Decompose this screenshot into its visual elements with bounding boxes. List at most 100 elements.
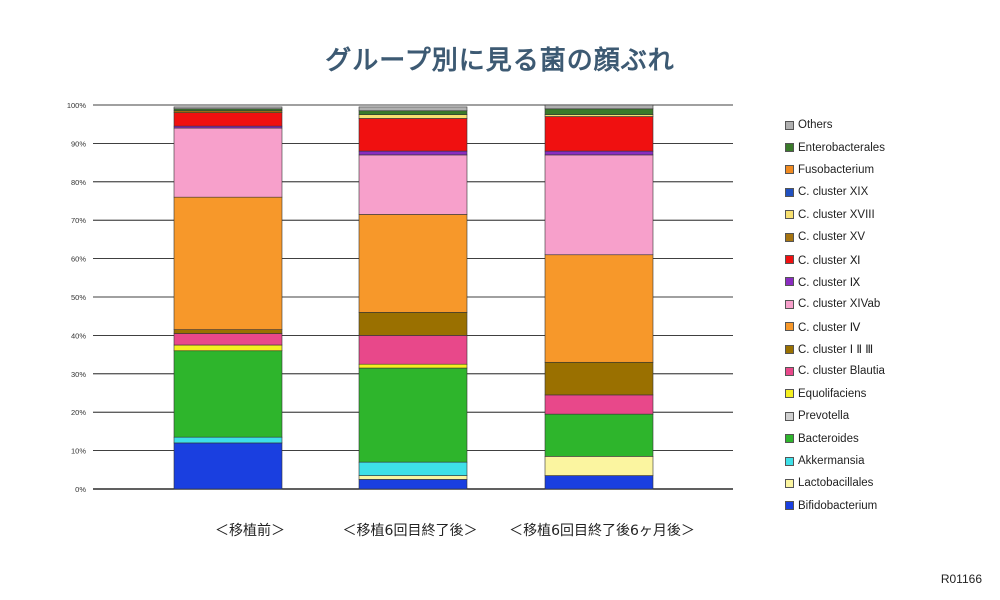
bar-segment [358,367,468,463]
legend-label: C. cluster XIX [798,186,869,199]
bar-segment [544,154,654,256]
legend-item: Bifidobacterium [785,495,985,517]
legend-label: Prevotella [798,410,850,423]
bar-segment [173,106,283,110]
legend-item: C. cluster XVIII [785,204,985,226]
legend-swatch [785,389,794,399]
legend-swatch [785,210,794,220]
bar-segment [173,127,283,198]
legend-label: C. cluster Ⅺ [798,254,861,267]
y-tick-label: 40% [71,331,86,340]
legend-item: Fusobacterium [785,159,985,181]
y-tick-label: 30% [71,370,86,379]
legend-swatch [785,277,794,287]
bar-segment [544,456,654,476]
chart-title: グループ別に見る菌の顔ぶれ [325,46,675,76]
legend-swatch [785,143,794,153]
bar-segment [358,106,468,112]
bar-segment [544,475,654,490]
legend-label: Lactobacillales [798,477,874,490]
legend-swatch [785,187,794,197]
legend-item: C. cluster XV [785,226,985,248]
bar-segment [358,363,468,369]
legend-item: Enterobacterales [785,136,985,158]
legend-swatch [785,232,794,242]
legend-swatch [785,120,794,130]
bar-segment [544,254,654,363]
bar-segment [544,150,654,156]
legend-swatch [785,366,794,376]
legend-item: Equolifaciens [785,383,985,405]
legend-item: C. cluster Blautia [785,360,985,382]
legend-swatch [785,299,794,309]
y-tick-label: 50% [71,293,86,302]
bar-segment [544,413,654,457]
legend-label: C. cluster Ⅸ [798,276,861,289]
legend-label: C. cluster Ⅳ [798,321,861,334]
legend-swatch [785,344,794,354]
legend-label: C. cluster XV [798,231,866,244]
bar-segment [173,329,283,334]
legend-item: Prevotella [785,405,985,427]
legend-item: C. cluster Ⅺ [785,248,985,270]
legend-item: C. cluster Ⅰ Ⅱ Ⅲ [785,338,985,360]
legend-swatch [785,322,794,332]
bar-segment [173,344,283,352]
bar-segment [358,150,468,156]
legend-label: C. cluster Blautia [798,365,885,378]
bar-segment [173,196,283,330]
legend-swatch [785,456,794,466]
y-tick-label: 90% [71,139,86,148]
bar-segment [173,112,283,127]
bar-segment [173,436,283,444]
bar-segment [358,335,468,365]
bar-segment [358,461,468,476]
bar-segment [358,118,468,152]
legend-swatch [785,478,794,488]
bar-segment [544,104,654,110]
bar-segment [358,214,468,313]
bar-segment [358,110,468,115]
stacked-bar-chart: 0% 10% 20% 30% 40% 50% 60% 70% 80% 90% 100% [67,101,733,494]
legend-label: Fusobacterium [798,163,875,176]
x-category-label: ＜移植6回目終了後6ヶ月後＞ [509,523,695,539]
legend-swatch [785,255,794,265]
bar-segment [544,108,654,115]
legend-label: Akkermansia [798,455,865,468]
legend-item: C. cluster Ⅸ [785,271,985,293]
bar-segment [358,154,468,215]
bar-segment [544,394,654,415]
legend-label: C. cluster XVIII [798,208,875,221]
y-tick-label: 20% [71,408,86,417]
bar-segment [173,333,283,346]
legend-item: C. cluster Ⅳ [785,316,985,338]
legend-label: Enterobacterales [798,141,885,154]
legend-label: Bacteroides [798,432,859,445]
bar-segment [358,312,468,336]
y-tick-label: 80% [71,178,86,187]
legend-label: C. cluster Ⅰ Ⅱ Ⅲ [798,344,874,357]
legend-swatch [785,165,794,175]
legend-label: Others [798,119,833,132]
legend-item: Bacteroides [785,427,985,449]
legend-swatch [785,501,794,511]
bar-segment [173,350,283,438]
y-tick-label: 10% [71,447,86,456]
bar-segment [358,475,468,480]
x-category-label: ＜移植6回目終了後＞ [342,523,478,539]
legend-label: C. cluster XIVab [798,298,881,311]
legend-item: C. cluster XIX [785,181,985,203]
x-category-label: ＜移植前＞ [215,523,285,539]
legend-item: Others [785,114,985,136]
y-tick-label: 100% [67,101,87,110]
bar-segment [544,361,654,396]
legend-swatch [785,411,794,421]
bar-segment [358,479,468,490]
legend-label: Bifidobacterium [798,499,878,512]
bar-segment [358,114,468,119]
legend-item: C. cluster XIVab [785,293,985,315]
legend-item: Akkermansia [785,450,985,472]
chart-legend: Others Enterobacterales Fusobacterium C. cl… [785,114,985,517]
bar-segment [173,442,283,490]
document-code: R01166 [940,572,982,586]
